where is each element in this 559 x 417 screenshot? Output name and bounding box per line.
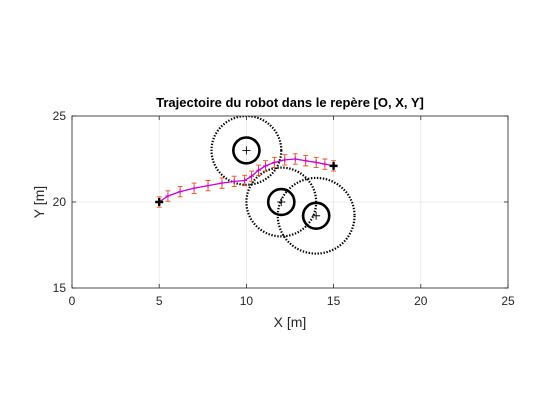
start-marker — [155, 198, 164, 206]
trajectory-point-4 — [205, 183, 211, 189]
x-tick-label-4: 20 — [414, 294, 428, 308]
obstacle-2 — [301, 201, 331, 230]
y-tick-label-2: 25 — [53, 109, 67, 123]
ticks: 0 5 10 15 20 25 15 20 25 — [53, 109, 515, 308]
obstacle-center-1 — [277, 198, 286, 206]
x-tick-label-1: 5 — [156, 294, 163, 308]
chart-title: Trajectoire du robot dans le repère [O, … — [156, 95, 424, 110]
x-axis-label: X [m] — [274, 314, 307, 330]
obstacle-center-0 — [242, 146, 251, 155]
trajectory-point-13 — [292, 156, 298, 162]
y-tick-label-0: 15 — [53, 281, 67, 295]
trajectory-point-12 — [282, 157, 288, 163]
obstacle-0 — [232, 136, 261, 165]
x-tick-label-5: 25 — [501, 294, 515, 308]
x-tick-label-0: 0 — [69, 294, 76, 308]
trajectory-point-9 — [256, 167, 262, 173]
obstacle-center-2 — [312, 211, 321, 220]
trajectory-point-14 — [303, 158, 309, 164]
trajectory-point-11 — [271, 159, 277, 165]
x-tick-label-3: 15 — [327, 294, 341, 308]
trajectory-point-15 — [313, 159, 319, 165]
markers — [155, 161, 338, 206]
plot-area: 0 5 10 15 20 25 15 20 25 — [53, 109, 515, 308]
obstacle-1 — [266, 187, 296, 217]
trajectory-point-3 — [191, 185, 197, 191]
y-tick-label-1: 20 — [53, 195, 67, 209]
x-tick-label-2: 10 — [240, 294, 254, 308]
influence-zone-0 — [210, 116, 283, 186]
trajectory-point-16 — [322, 161, 328, 167]
influence-zone-2 — [276, 176, 356, 255]
trajectory-point-10 — [263, 163, 269, 169]
trajectory-point-2 — [177, 189, 183, 195]
trajectory-point-8 — [249, 173, 255, 179]
trajectory-point-1 — [165, 193, 171, 199]
y-axis-label: Y [m] — [31, 186, 47, 218]
trajectory-point-5 — [219, 180, 225, 186]
obstacles — [232, 136, 331, 230]
goal-marker — [329, 161, 338, 170]
plot-content — [156, 116, 356, 255]
trajectory-point-7 — [242, 178, 248, 183]
trajectory-point-6 — [231, 178, 237, 184]
